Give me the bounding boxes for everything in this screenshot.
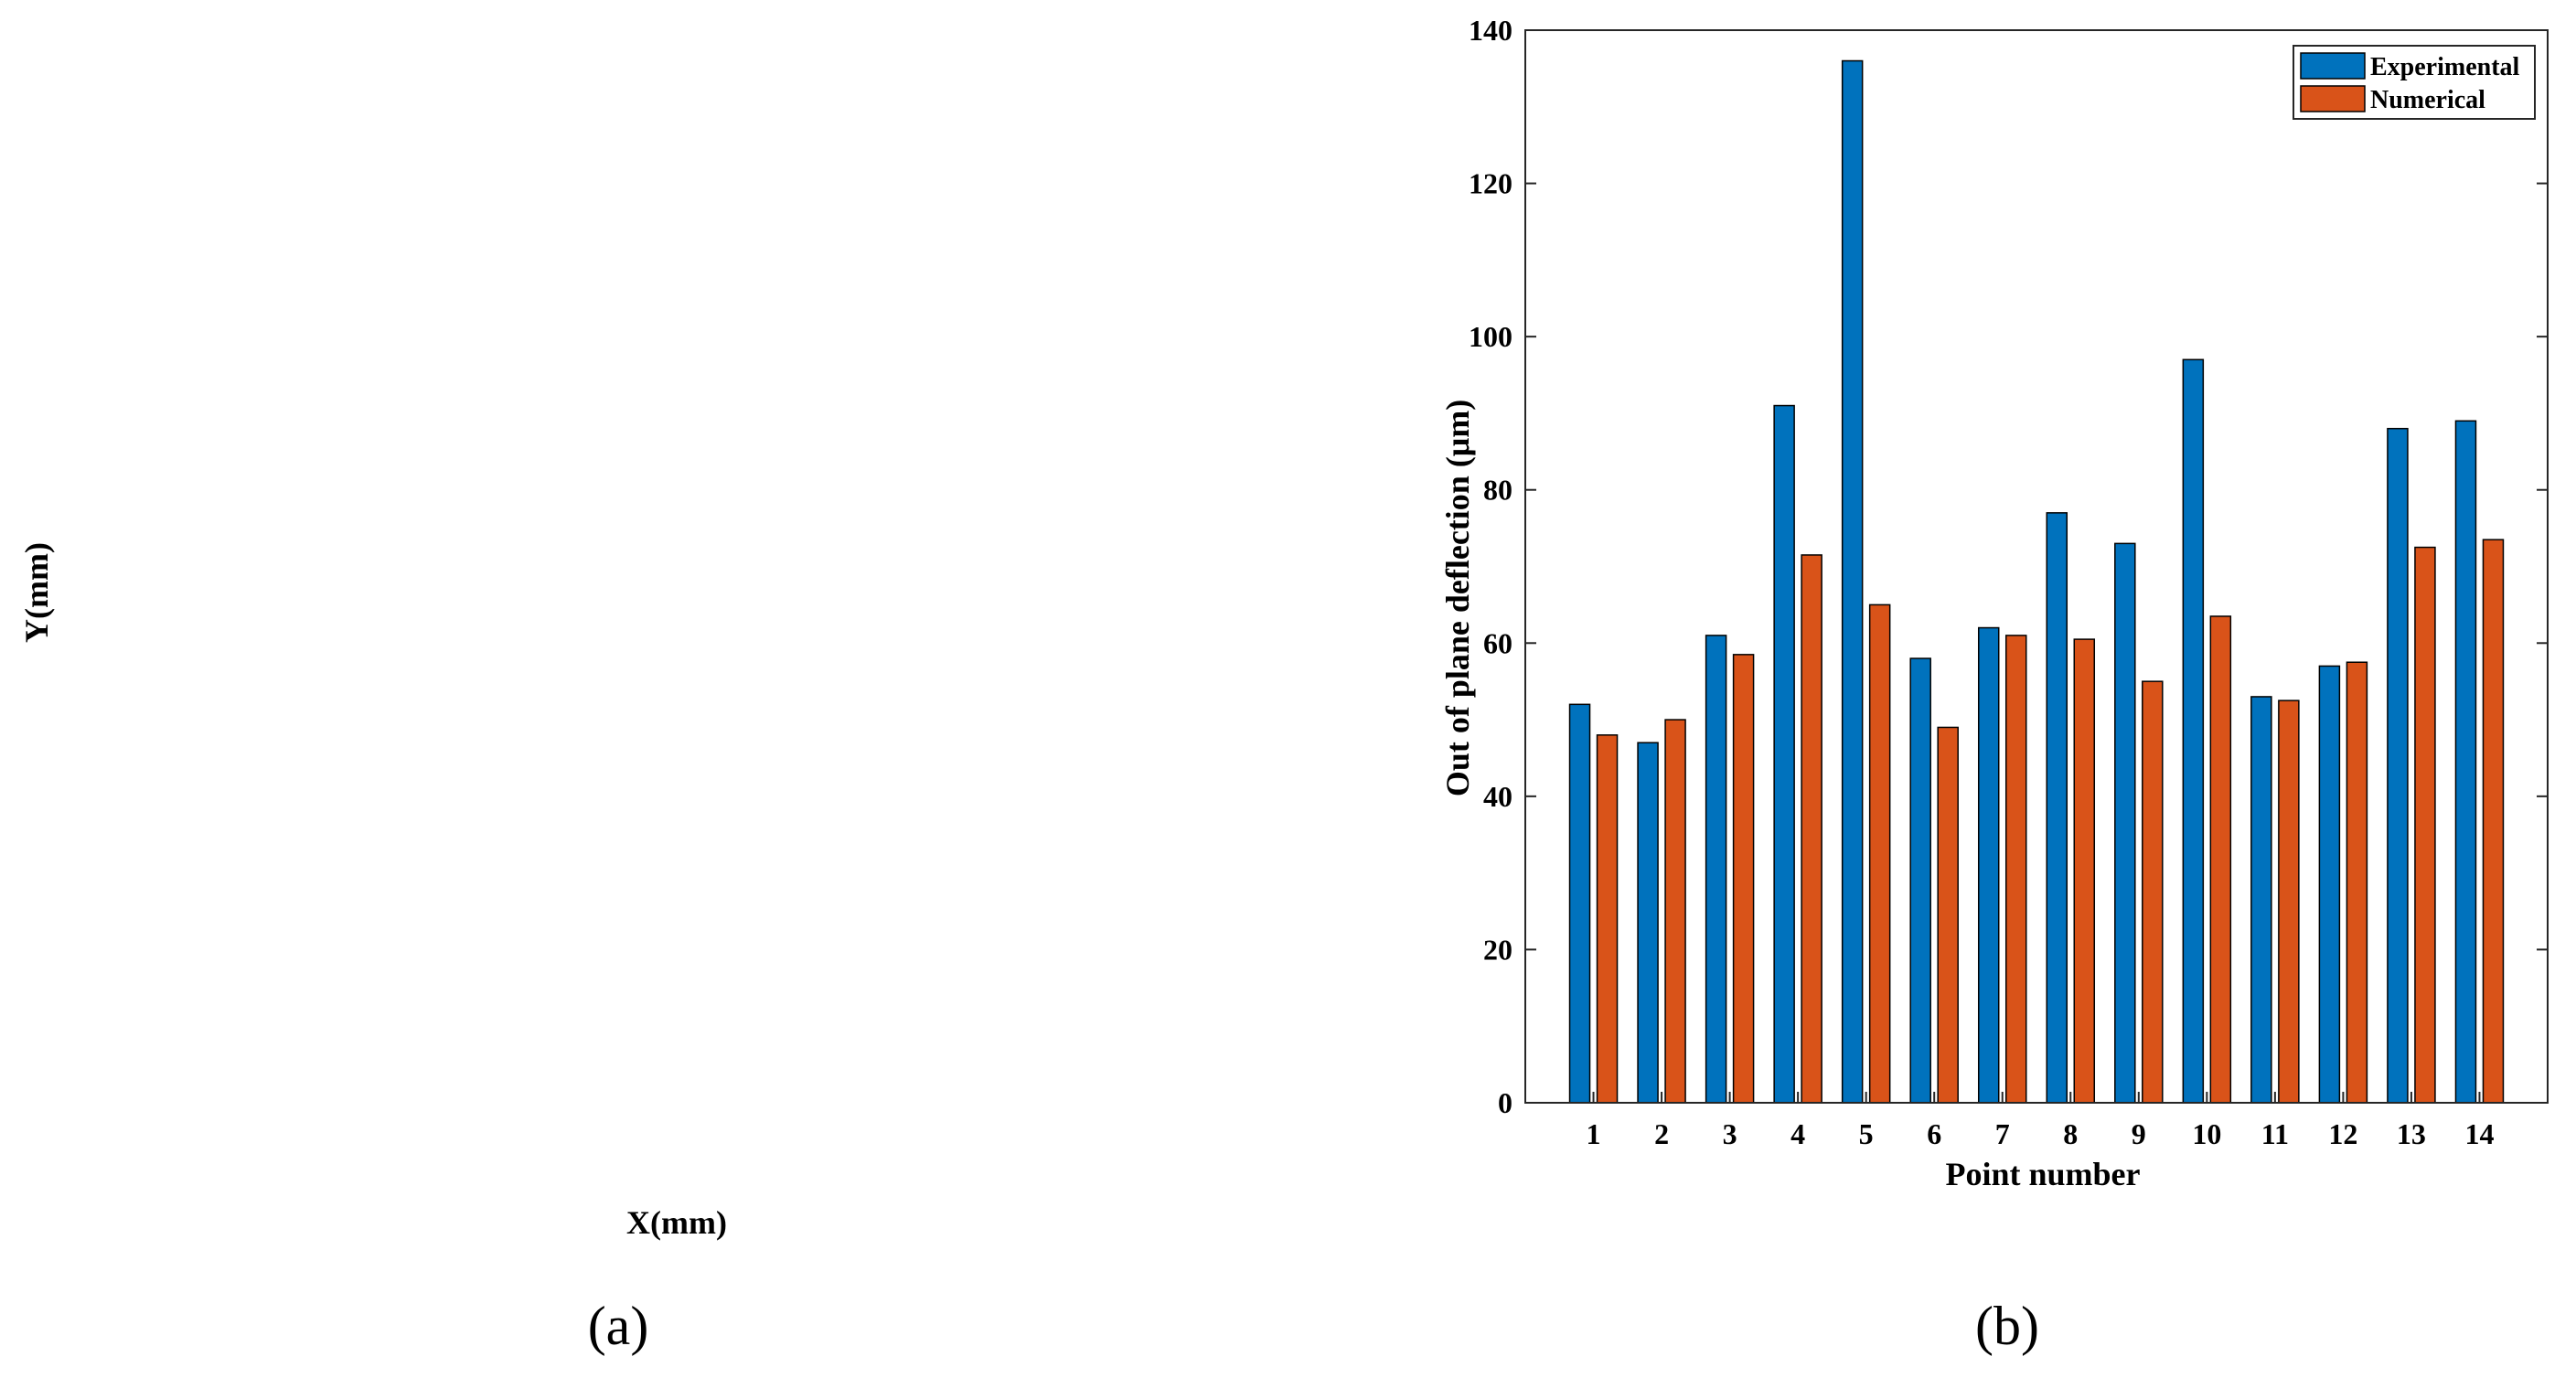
bar-y-tick-label: 100 [1469,320,1512,353]
bar-numerical [2073,638,2096,1104]
panel-label-a: (a) [588,1296,649,1356]
bar-x-tick-label: 1 [1587,1117,1601,1150]
bar-x-tick-label: 12 [2328,1117,2357,1150]
bar-y-axis-label: Out of plane deflection (μm) [1439,400,1476,796]
bar-experimental [2318,665,2341,1104]
bar-experimental [2046,512,2068,1104]
bar-x-tick-label: 3 [1723,1117,1737,1150]
bar-experimental [1568,703,1591,1104]
bar-x-tick-label: 5 [1859,1117,1874,1150]
bar-numerical [2142,680,2164,1104]
bar-numerical [2414,546,2436,1104]
bar-numerical [1664,719,1686,1104]
bar-legend: Experimental Numerical [2293,45,2536,120]
bar-x-tick-label: 2 [1654,1117,1669,1150]
bar-x-tick-label: 11 [2261,1117,2289,1150]
bar-y-tick-label: 60 [1483,626,1512,659]
panel-label-b: (b) [1975,1296,2039,1356]
bar-x-tick-label: 7 [1995,1117,2010,1150]
legend-label-experimental: Experimental [2370,53,2520,81]
bar-y-tick-label: 0 [1498,1086,1512,1119]
legend-box [2293,45,2536,120]
scatter-x-axis-label: X(mm) [626,1204,727,1241]
bar-x-tick-label: 10 [2192,1117,2221,1150]
bar-x-tick-labels: 1 2 3 4 5 6 7 8 9 10 11 12 13 14 [1587,1117,2495,1150]
bar-y-tick-label: 140 [1469,14,1512,47]
bar-numerical [2004,635,2027,1104]
bar-y-tick-label: 120 [1469,167,1512,200]
bar-numerical [1801,554,1822,1104]
bar-numerical [2209,615,2232,1104]
bar-experimental [2454,420,2477,1104]
bar-numerical [1732,654,1755,1104]
bar-x-tick-label: 4 [1790,1117,1805,1150]
bar-experimental [1705,635,1727,1104]
bar-experimental [1841,59,1864,1104]
bar-series-experimental [1568,59,2477,1104]
bar-experimental [1977,626,2000,1104]
bar-experimental [2387,427,2409,1104]
bar-axes-box [1524,29,2549,1104]
bar-experimental [1773,404,1795,1104]
bar-x-tick-label: 6 [1927,1117,1941,1150]
bar-y-tick-labels: 0 20 40 60 80 100 120 140 [1469,14,1512,1119]
bar-numerical [2278,700,2300,1104]
bar-numerical [2482,539,2505,1104]
bar-experimental [2182,358,2205,1104]
bar-x-tick-label: 14 [2464,1117,2494,1150]
scatter-panel: X(mm) Y(mm) (a) [18,542,727,1356]
legend-swatch-numerical [2300,85,2366,112]
bar-experimental [1909,657,1931,1104]
bar-x-tick-label: 9 [2132,1117,2146,1150]
bar-y-tick-label: 80 [1483,474,1512,507]
bar-x-tick-label: 13 [2397,1117,2426,1150]
bar-experimental [2250,696,2272,1104]
bar-experimental [1637,742,1659,1104]
bar-numerical [1868,604,1891,1104]
bar-series [1568,59,2505,1104]
bar-y-tick-label: 20 [1483,933,1512,966]
bar-axis-ticks [1525,29,2548,1104]
bar-x-tick-label: 8 [2063,1117,2078,1150]
bar-numerical [1937,726,1959,1104]
legend-label-numerical: Numerical [2370,86,2485,114]
bar-numerical [1596,734,1619,1104]
bar-experimental [2114,542,2136,1104]
bar-y-tick-label: 40 [1483,780,1512,813]
bar-numerical [2346,661,2368,1104]
bar-series-numerical [1596,539,2505,1104]
scatter-y-axis-label: Y(mm) [18,542,55,643]
legend-swatch-experimental [2300,52,2366,80]
bar-x-axis-label: Point number [1945,1156,2140,1192]
